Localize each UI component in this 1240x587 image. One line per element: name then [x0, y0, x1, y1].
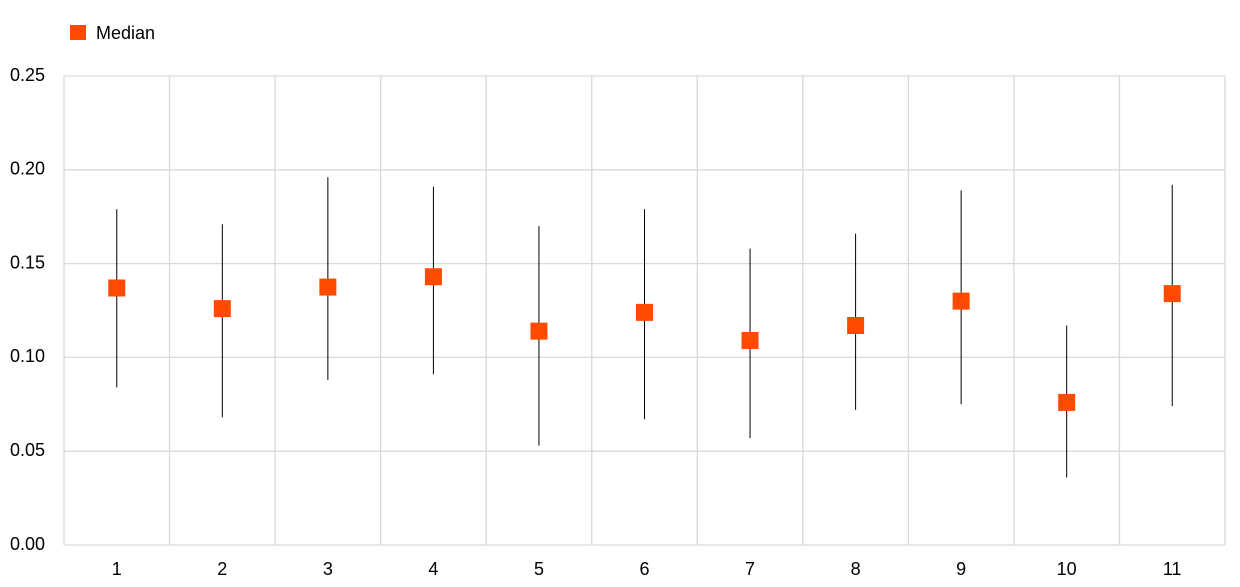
median-marker	[636, 303, 653, 321]
median-marker	[108, 279, 126, 297]
median-marker	[741, 332, 759, 350]
median-marker	[847, 317, 865, 335]
x-tick-label: 3	[323, 559, 333, 579]
x-tick-label: 11	[1163, 559, 1182, 579]
y-tick-label: 0.00	[10, 534, 45, 554]
x-tick-label: 2	[217, 559, 227, 579]
median-marker	[319, 278, 337, 296]
x-tick-label: 1	[112, 559, 122, 579]
x-tick-label: 4	[428, 559, 438, 579]
y-tick-label: 0.05	[10, 440, 45, 460]
median-marker	[952, 292, 970, 310]
legend-swatch	[70, 25, 86, 40]
y-tick-label: 0.15	[10, 252, 45, 272]
median-marker	[1163, 285, 1181, 303]
x-tick-label: 6	[639, 559, 649, 579]
x-tick-label: 8	[851, 559, 861, 579]
x-tick-label: 10	[1057, 559, 1077, 579]
legend-label: Median	[96, 23, 155, 43]
y-tick-label: 0.25	[10, 65, 45, 85]
median-marker	[1058, 393, 1076, 411]
median-marker	[424, 268, 442, 286]
median-marker	[530, 322, 548, 340]
x-tick-label: 7	[745, 559, 755, 579]
y-tick-label: 0.20	[10, 159, 45, 179]
y-tick-label: 0.10	[10, 346, 45, 366]
x-tick-label: 9	[956, 559, 966, 579]
median-marker	[213, 300, 231, 318]
x-tick-label: 5	[534, 559, 544, 579]
